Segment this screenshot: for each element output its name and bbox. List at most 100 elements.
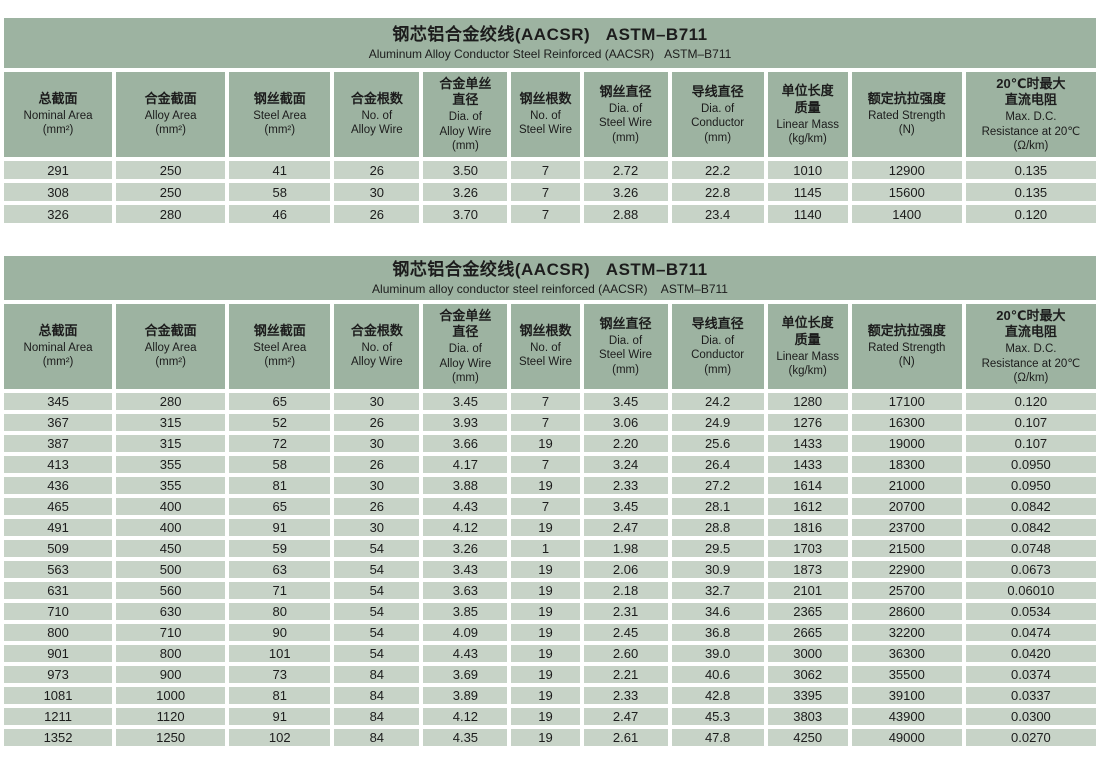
column-header-zh: 合金单丝 直径 [439, 75, 492, 108]
table-cell: 59 [229, 540, 331, 557]
column-header-zh: 钢丝根数 [519, 91, 572, 107]
table-cell: 43900 [851, 708, 962, 725]
table-cell: 0.0420 [965, 645, 1096, 662]
table-cell: 23700 [851, 519, 962, 536]
table-cell: 49000 [851, 729, 962, 746]
table-cell: 250 [116, 183, 226, 201]
table-cell: 26 [334, 205, 420, 223]
table-cell: 1276 [767, 414, 848, 431]
column-header: 导线直径 Dia. of Conductor (mm) [671, 72, 764, 157]
table-cell: 345 [4, 393, 113, 410]
column-header-en: No. of Steel Wire [518, 110, 572, 137]
table-cell: 20700 [851, 498, 962, 515]
table-cell: 2.47 [583, 519, 668, 536]
table-cell: 18300 [851, 456, 962, 473]
column-header-zh: 单位长度 质量 [781, 314, 834, 347]
table-cell: 710 [4, 603, 113, 620]
table-row: 326 280 46 26 3.70 7 2.88 23.4 1140 1400 0.120 [4, 205, 1096, 223]
table-cell: 26.4 [671, 456, 764, 473]
column-header-zh: 合金截面 [144, 91, 197, 107]
table-cell: 3.93 [423, 414, 508, 431]
table-cell: 7 [511, 456, 580, 473]
table-cell: 315 [116, 435, 226, 452]
table-cell: 3.26 [583, 183, 668, 201]
table-cell: 1703 [767, 540, 848, 557]
table-cell: 32.7 [671, 582, 764, 599]
table-cell: 80 [229, 603, 331, 620]
column-header-zh: 钢丝直径 [599, 315, 652, 331]
table-row: 710 630 80 54 3.85 19 2.31 34.6 2365 28600 0.0534 [4, 603, 1096, 620]
table-cell: 2.88 [583, 205, 668, 223]
table-cell: 91 [229, 519, 331, 536]
table-cell: 4.35 [423, 729, 508, 746]
column-header-zh: 额定抗拉强度 [867, 91, 946, 107]
table-cell: 1816 [767, 519, 848, 536]
table-cell: 1145 [767, 183, 848, 201]
column-header-en: Steel Area (mm²) [253, 342, 307, 369]
column-header: 合金根数 No. of Alloy Wire [334, 72, 420, 157]
table-cell: 7 [511, 498, 580, 515]
table-cell: 1614 [767, 477, 848, 494]
table-cell: 2.18 [583, 582, 668, 599]
table-cell: 54 [334, 624, 420, 641]
table-cell: 35500 [851, 666, 962, 683]
column-header-en: No. of Steel Wire [518, 342, 572, 369]
table-cell: 12900 [851, 161, 962, 179]
table-cell: 491 [4, 519, 113, 536]
table-cell: 0.06010 [965, 582, 1096, 599]
table-cell: 563 [4, 561, 113, 578]
table-cell: 400 [116, 519, 226, 536]
column-header-en: No. of Alloy Wire [350, 110, 403, 137]
table-cell: 72 [229, 435, 331, 452]
table-cell: 3.26 [423, 540, 508, 557]
table-cell: 26 [334, 456, 420, 473]
table-block-2: 钢芯铝合金绞线(AACSR) ASTM–B711 Aluminum alloy … [0, 256, 1100, 750]
table-cell: 19000 [851, 435, 962, 452]
column-header-en: Alloy Area (mm²) [144, 110, 197, 137]
table-cell: 2.20 [583, 435, 668, 452]
table-cell: 3.45 [583, 393, 668, 410]
table-cell: 0.0474 [965, 624, 1096, 641]
table-cell: 4250 [767, 729, 848, 746]
column-header: 额定抗拉强度 Rated Strength (N) [851, 72, 962, 157]
table-1-title-bar: 钢芯铝合金绞线(AACSR) ASTM–B711 Aluminum Alloy … [4, 18, 1096, 68]
table-cell: 19 [511, 477, 580, 494]
table-cell: 355 [116, 456, 226, 473]
table-cell: 3.50 [423, 161, 508, 179]
table-cell: 32200 [851, 624, 962, 641]
table-cell: 900 [116, 666, 226, 683]
table-cell: 560 [116, 582, 226, 599]
table-cell: 7 [511, 393, 580, 410]
table-cell: 1120 [116, 708, 226, 725]
table-cell: 17100 [851, 393, 962, 410]
table-row: 901 800 101 54 4.43 19 2.60 39.0 3000 36300 0.0420 [4, 645, 1096, 662]
table-cell: 2665 [767, 624, 848, 641]
column-header: 单位长度 质量 Linear Mass (kg/km) [767, 72, 848, 157]
table-row: 345 280 65 30 3.45 7 3.45 24.2 1280 17100 0.120 [4, 393, 1096, 410]
table-cell: 1352 [4, 729, 113, 746]
table-cell: 19 [511, 624, 580, 641]
column-header: 单位长度 质量 Linear Mass (kg/km) [767, 304, 848, 389]
table-row: 563 500 63 54 3.43 19 2.06 30.9 1873 22900 0.0673 [4, 561, 1096, 578]
column-header-zh: 总截面 [38, 91, 78, 107]
table-cell: 315 [116, 414, 226, 431]
table-cell: 19 [511, 687, 580, 704]
table-cell: 54 [334, 645, 420, 662]
table-cell: 19 [511, 435, 580, 452]
table-cell: 800 [116, 645, 226, 662]
table-cell: 3803 [767, 708, 848, 725]
table-cell: 36.8 [671, 624, 764, 641]
table-cell: 450 [116, 540, 226, 557]
table-cell: 19 [511, 603, 580, 620]
table-cell: 3.06 [583, 414, 668, 431]
table-cell: 901 [4, 645, 113, 662]
table-cell: 47.8 [671, 729, 764, 746]
table-cell: 2.47 [583, 708, 668, 725]
table-cell: 1081 [4, 687, 113, 704]
table-cell: 39.0 [671, 645, 764, 662]
table-row: 1352 1250 102 84 4.35 19 2.61 47.8 4250 49000 0.02… [4, 729, 1096, 746]
table-cell: 65 [229, 393, 331, 410]
table-cell: 0.120 [965, 393, 1096, 410]
table-row: 491 400 91 30 4.12 19 2.47 28.8 1816 23700 0.0842 [4, 519, 1096, 536]
table-cell: 1000 [116, 687, 226, 704]
